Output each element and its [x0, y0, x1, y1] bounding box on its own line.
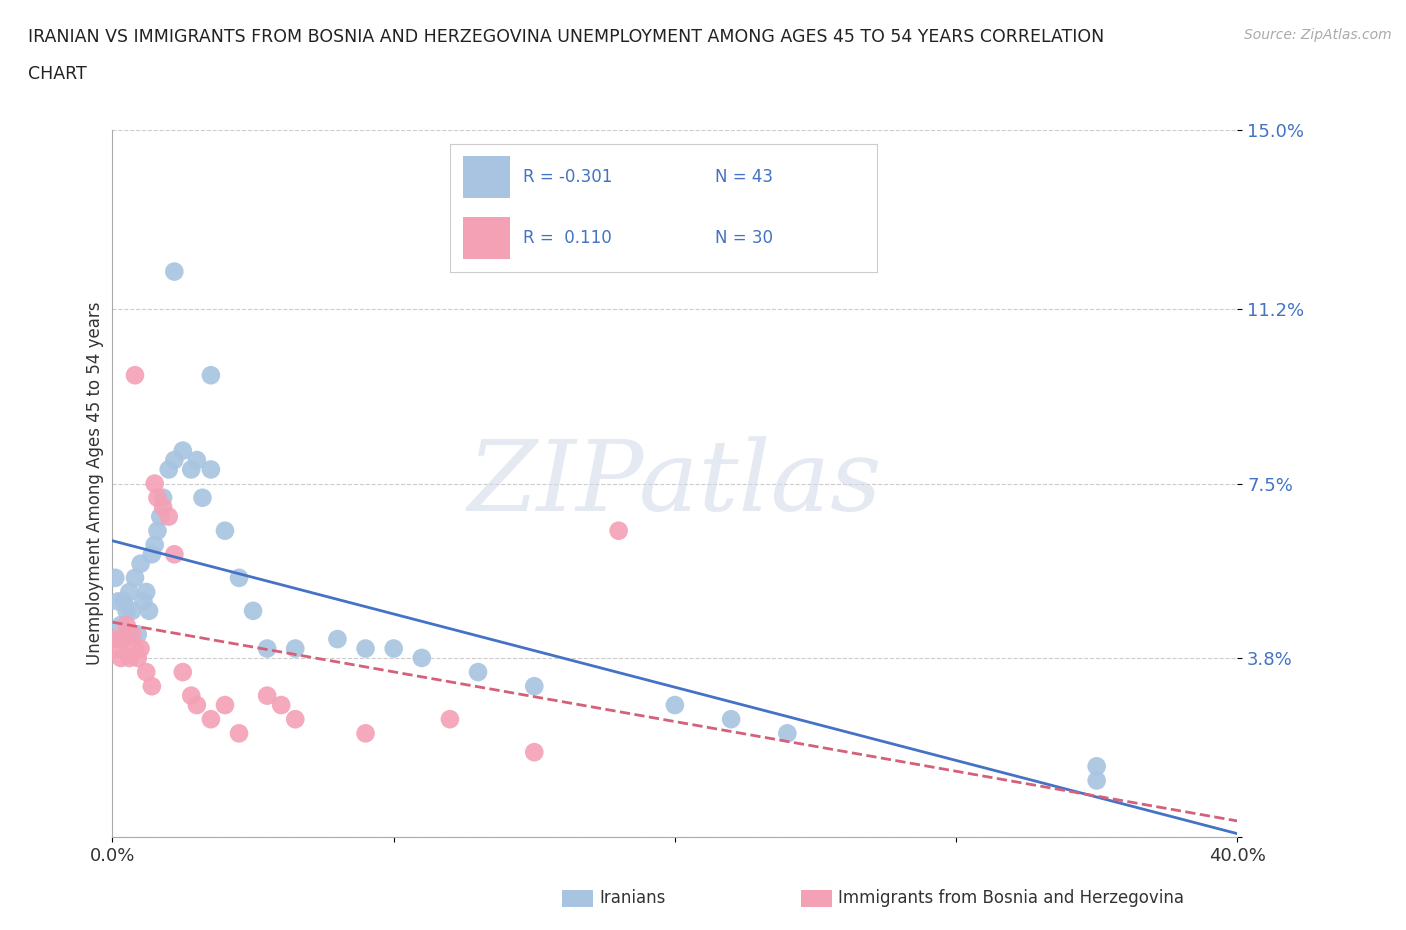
Point [186, 698, 208, 712]
Point [326, 631, 349, 646]
Point [112, 631, 135, 646]
Point [141, 547, 163, 562]
Point [214, 524, 236, 538]
Point [284, 711, 307, 726]
Point [382, 641, 405, 656]
Point [110, 650, 132, 665]
Point [124, 570, 146, 585]
Point [200, 711, 222, 726]
Point [121, 627, 143, 642]
Point [146, 490, 169, 505]
Point [104, 570, 127, 585]
Point [214, 698, 236, 712]
Point [439, 711, 461, 726]
Point [121, 604, 143, 618]
Point [143, 538, 166, 552]
Point [115, 604, 138, 618]
Point [607, 524, 630, 538]
Point [270, 698, 292, 712]
Point [104, 631, 127, 646]
Point [132, 594, 155, 609]
Point [107, 641, 129, 656]
Point [228, 726, 250, 741]
Point [143, 476, 166, 491]
Point [284, 641, 307, 656]
Text: Iranians: Iranians [599, 889, 665, 908]
Point [115, 618, 138, 632]
Point [467, 665, 489, 680]
Point [776, 726, 799, 741]
Point [157, 509, 180, 524]
Point [191, 490, 214, 505]
Point [118, 650, 141, 665]
Point [124, 641, 146, 656]
Point [157, 462, 180, 477]
Point [112, 594, 135, 609]
Point [141, 679, 163, 694]
Point [523, 679, 546, 694]
Point [200, 367, 222, 382]
Y-axis label: Unemployment Among Ages 45 to 54 years: Unemployment Among Ages 45 to 54 years [86, 302, 104, 665]
Point [135, 585, 157, 600]
Point [146, 524, 169, 538]
Point [354, 641, 377, 656]
Point [228, 570, 250, 585]
Text: IRANIAN VS IMMIGRANTS FROM BOSNIA AND HERZEGOVINA UNEMPLOYMENT AMONG AGES 45 TO : IRANIAN VS IMMIGRANTS FROM BOSNIA AND HE… [28, 28, 1104, 46]
Point [110, 618, 132, 632]
Point [242, 604, 264, 618]
Point [163, 547, 186, 562]
Point [256, 641, 278, 656]
Point [129, 641, 152, 656]
Point [523, 745, 546, 760]
Point [127, 650, 149, 665]
Point [1085, 773, 1108, 788]
Point [180, 688, 202, 703]
Point [124, 367, 146, 382]
Point [152, 499, 174, 514]
Point [163, 453, 186, 468]
Text: CHART: CHART [28, 65, 87, 83]
Point [186, 453, 208, 468]
Point [411, 650, 433, 665]
Text: Immigrants from Bosnia and Herzegovina: Immigrants from Bosnia and Herzegovina [838, 889, 1184, 908]
Point [664, 698, 686, 712]
Text: Source: ZipAtlas.com: Source: ZipAtlas.com [1244, 28, 1392, 42]
Point [180, 462, 202, 477]
Point [354, 726, 377, 741]
Point [1085, 759, 1108, 774]
Point [152, 490, 174, 505]
Point [135, 665, 157, 680]
Point [118, 585, 141, 600]
Point [172, 444, 194, 458]
Point [115, 627, 138, 642]
Point [172, 665, 194, 680]
Point [149, 509, 172, 524]
Point [138, 604, 160, 618]
Point [163, 264, 186, 279]
Text: ZIPatlas: ZIPatlas [468, 436, 882, 531]
Point [129, 556, 152, 571]
Point [200, 462, 222, 477]
Point [127, 627, 149, 642]
Point [720, 711, 742, 726]
Point [107, 594, 129, 609]
Point [256, 688, 278, 703]
Point [110, 631, 132, 646]
